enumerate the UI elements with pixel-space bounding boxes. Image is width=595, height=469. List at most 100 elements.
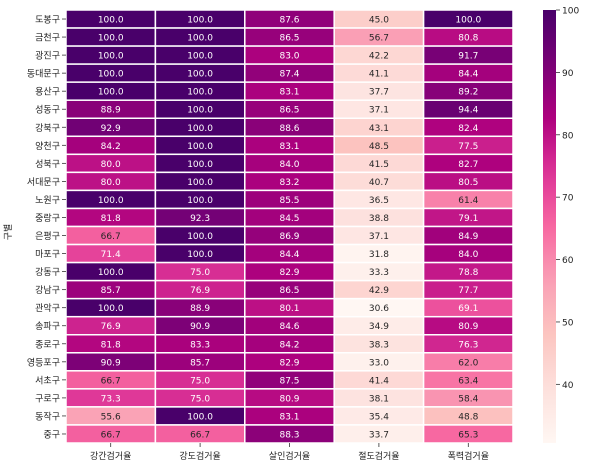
- cell-value-label: 84.2: [101, 142, 121, 152]
- cell-value-label: 76.3: [458, 340, 478, 350]
- cell-value-label: 86.5: [279, 34, 299, 44]
- cell-value-label: 94.4: [458, 106, 478, 116]
- cell-value-label: 82.9: [279, 268, 299, 278]
- cell-value-label: 55.6: [101, 412, 121, 422]
- cell-value-label: 84.9: [458, 232, 478, 242]
- row-label: 성동구: [35, 105, 60, 116]
- cell-value-label: 83.2: [279, 178, 299, 188]
- cell-value-label: 100.0: [98, 70, 124, 80]
- cell-value-label: 73.3: [101, 394, 121, 404]
- cell-value-label: 33.3: [369, 268, 389, 278]
- cell-value-label: 86.9: [279, 232, 299, 242]
- cell-value-label: 80.8: [458, 34, 478, 44]
- cell-value-label: 76.9: [101, 322, 121, 332]
- row-label: 영등포구: [27, 357, 60, 368]
- cell-value-label: 37.1: [369, 106, 389, 116]
- cell-value-label: 100.0: [98, 52, 124, 62]
- cell-value-label: 100.0: [187, 412, 213, 422]
- column-label: 강도검거율: [179, 450, 220, 462]
- cell-value-label: 100.0: [455, 16, 481, 26]
- cell-value-label: 77.7: [458, 286, 478, 296]
- cell-value-label: 86.5: [279, 106, 299, 116]
- cell-value-label: 75.0: [190, 268, 210, 278]
- cell-value-label: 84.5: [279, 214, 299, 224]
- cell-value-label: 56.7: [369, 34, 389, 44]
- cell-value-label: 38.3: [369, 340, 389, 350]
- cell-value-label: 80.9: [458, 322, 478, 332]
- cell-value-label: 61.4: [458, 196, 478, 206]
- cell-value-label: 37.1: [369, 232, 389, 242]
- colorbar-tick-label: 80: [562, 131, 574, 141]
- row-label: 중구: [43, 429, 60, 440]
- cell-value-label: 100.0: [187, 196, 213, 206]
- cell-value-label: 83.3: [190, 340, 210, 350]
- row-label: 양천구: [35, 141, 60, 152]
- cell-value-label: 75.0: [190, 394, 210, 404]
- row-label: 용산구: [35, 87, 60, 98]
- cell-value-label: 100.0: [98, 196, 124, 206]
- cell-value-label: 85.7: [101, 286, 121, 296]
- row-labels: 도봉구금천구광진구동대문구용산구성동구강북구양천구성북구서대문구노원구중랑구은평…: [27, 15, 66, 440]
- cell-value-label: 100.0: [187, 142, 213, 152]
- cell-value-label: 100.0: [187, 160, 213, 170]
- colorbar-tick-label: 50: [562, 318, 574, 328]
- row-label: 구로구: [35, 393, 60, 404]
- cell-value-label: 65.3: [458, 430, 478, 440]
- row-label: 관악구: [35, 302, 60, 314]
- cell-value-label: 35.4: [369, 412, 389, 422]
- cell-value-label: 91.7: [458, 52, 478, 62]
- cell-value-label: 80.5: [458, 178, 478, 188]
- cell-value-label: 38.8: [369, 214, 389, 224]
- cell-value-label: 82.9: [279, 358, 299, 368]
- row-label: 금천구: [35, 33, 60, 44]
- cell-value-label: 40.7: [369, 178, 389, 188]
- cell-value-label: 100.0: [187, 70, 213, 80]
- cell-value-label: 87.4: [279, 70, 299, 80]
- cell-value-label: 100.0: [187, 16, 213, 26]
- colorbar-tick-label: 90: [562, 69, 574, 79]
- cell-value-label: 69.1: [458, 304, 478, 314]
- cell-value-label: 92.3: [190, 214, 210, 224]
- cell-value-label: 100.0: [98, 16, 124, 26]
- row-label: 노원구: [35, 195, 60, 206]
- column-label: 살인검거율: [269, 450, 310, 462]
- row-label: 서초구: [35, 375, 60, 386]
- cell-value-label: 100.0: [98, 304, 124, 314]
- cell-value-label: 66.7: [101, 430, 121, 440]
- cell-value-label: 87.6: [279, 16, 299, 26]
- cell-value-label: 36.5: [369, 196, 389, 206]
- column-labels: 강간검거율 강도검거율 살인검거율 절도검거율 폭력검거율: [90, 443, 489, 462]
- cell-value-label: 63.4: [458, 376, 478, 386]
- row-label: 은평구: [35, 231, 60, 242]
- cell-value-label: 84.6: [279, 322, 299, 332]
- colorbar-tick-label: 40: [562, 381, 574, 391]
- cell-value-label: 88.6: [279, 124, 299, 134]
- cell-value-label: 100.0: [187, 88, 213, 98]
- row-label: 송파구: [35, 321, 60, 332]
- cell-value-label: 85.7: [190, 358, 210, 368]
- column-label: 절도검거율: [358, 450, 399, 462]
- row-label: 마포구: [35, 249, 60, 260]
- cell-value-label: 100.0: [187, 250, 213, 260]
- row-label: 서대문구: [27, 177, 60, 188]
- cell-value-label: 85.5: [279, 196, 299, 206]
- row-label: 광진구: [35, 50, 60, 62]
- cell-value-label: 80.0: [101, 178, 121, 188]
- cell-value-label: 83.0: [279, 52, 299, 62]
- cell-value-label: 33.7: [369, 430, 389, 440]
- cell-value-label: 100.0: [187, 34, 213, 44]
- row-label: 동대문구: [27, 69, 60, 80]
- cell-value-label: 62.0: [458, 358, 478, 368]
- cell-value-label: 82.7: [458, 160, 478, 170]
- cell-value-label: 81.8: [101, 214, 121, 224]
- cell-value-label: 84.4: [458, 70, 478, 80]
- colorbar-tick-label: 100: [562, 7, 579, 17]
- cell-value-label: 86.5: [279, 286, 299, 296]
- cell-value-label: 100.0: [98, 88, 124, 98]
- row-label: 중랑구: [35, 212, 60, 224]
- cell-value-label: 77.5: [458, 142, 478, 152]
- row-label: 도봉구: [35, 15, 60, 26]
- cell-value-label: 83.1: [279, 88, 299, 98]
- cell-value-label: 88.3: [279, 430, 299, 440]
